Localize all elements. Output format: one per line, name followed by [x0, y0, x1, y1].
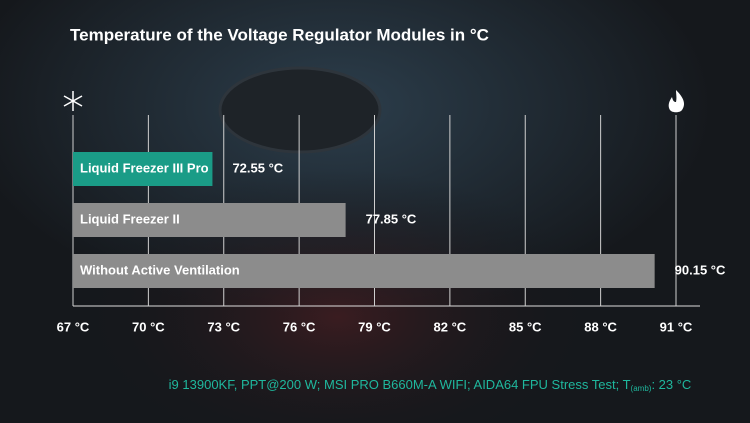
x-tick-label: 76 °C	[283, 319, 316, 334]
footnote-suffix: : 23 °C	[651, 377, 691, 392]
value-label: 90.15 °C	[675, 262, 726, 277]
bar-label: Liquid Freezer III Pro	[80, 160, 209, 175]
x-tick-label: 82 °C	[434, 319, 467, 334]
footnote-subscript: (amb)	[631, 384, 652, 393]
bar-label: Without Active Ventilation	[80, 262, 240, 277]
bar	[73, 254, 655, 288]
x-tick-label: 67 °C	[57, 319, 90, 334]
flame-icon	[668, 90, 684, 113]
x-tick-label: 79 °C	[358, 319, 391, 334]
fan-decoration	[218, 66, 382, 154]
x-tick-label: 85 °C	[509, 319, 542, 334]
x-tick-label: 91 °C	[660, 319, 693, 334]
bar	[73, 152, 213, 186]
snowflake-icon	[63, 91, 83, 111]
bar	[73, 203, 346, 237]
x-tick-label: 73 °C	[207, 319, 240, 334]
footnote-text: i9 13900KF, PPT@200 W; MSI PRO B660M-A W…	[169, 377, 631, 392]
value-label: 77.85 °C	[366, 211, 417, 226]
chart-title: Temperature of the Voltage Regulator Mod…	[70, 25, 489, 44]
value-label: 72.55 °C	[232, 160, 283, 175]
x-tick-label: 88 °C	[584, 319, 617, 334]
bar-label: Liquid Freezer II	[80, 211, 180, 226]
x-tick-label: 70 °C	[132, 319, 165, 334]
footnote: i9 13900KF, PPT@200 W; MSI PRO B660M-A W…	[169, 377, 692, 393]
